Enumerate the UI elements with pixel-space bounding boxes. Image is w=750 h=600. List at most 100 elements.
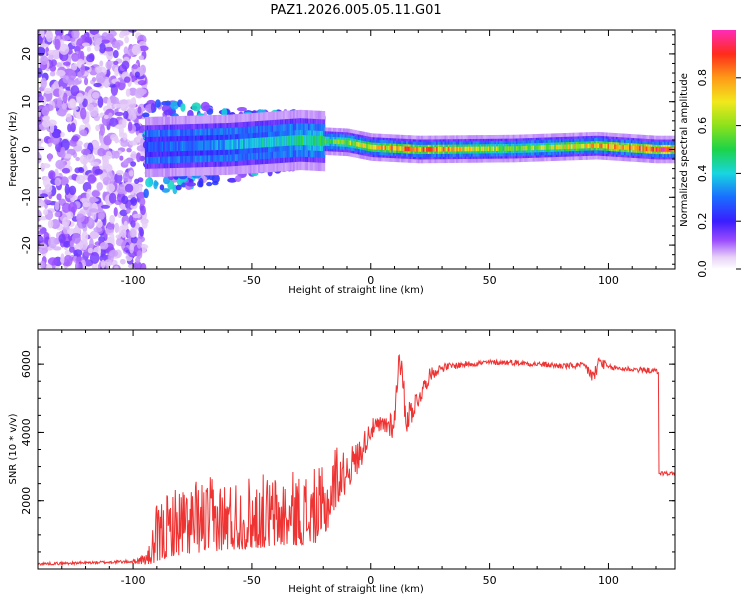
spectrogram-ridge-cell [214, 140, 218, 151]
spectrogram-ridge-cell [622, 145, 625, 150]
spectrogram-ridge-cell [501, 146, 504, 151]
spectrogram-ridge-cell [499, 146, 502, 151]
spectrogram-noise-cell [134, 71, 141, 78]
spectrogram-noise-cell [128, 112, 137, 121]
spectrogram-ridge-cell [469, 146, 472, 152]
y-tick-label: -10 [20, 188, 33, 206]
spectrogram-ridge-cell [422, 147, 426, 152]
spectrogram-ridge-cell [592, 143, 595, 149]
spectrogram-ridge-cell [166, 141, 169, 152]
spectrogram-ridge-cell [615, 144, 619, 150]
spectrogram-ridge-cell [572, 144, 575, 149]
spectrogram-ridge-cell [446, 146, 449, 152]
spectrogram-noise-cell [114, 66, 119, 77]
spectrogram-noise-cell [89, 237, 94, 250]
spectrogram-noise-cell [91, 77, 97, 82]
spectrogram-ridge-cell [144, 142, 148, 153]
spectrogram-noise-cell [108, 112, 113, 119]
spectrogram-ridge-cell [349, 140, 352, 146]
spectrogram-ridge-cell [248, 138, 251, 149]
spectrogram-ridge-cell [545, 145, 549, 150]
spectrogram-ridge-cell [153, 141, 156, 152]
spectrogram-noise-cell [97, 96, 104, 108]
spectrogram-ridge-cell [436, 147, 439, 152]
spectrogram-noise-cell [108, 192, 117, 204]
spectrogram-ridge-cell [550, 144, 554, 150]
spectrogram-noise-cell [81, 231, 89, 243]
spectrogram-ridge-cell [557, 144, 560, 150]
spectrogram-ridge-cell [489, 146, 492, 152]
spectrogram-ridge-cell [224, 139, 228, 150]
spectrogram-ridge-cell [427, 147, 431, 152]
spectrogram-noise-cell [40, 77, 47, 89]
spectrogram-ridge-cell [216, 140, 219, 151]
spectrogram-ridge-cell [219, 139, 223, 150]
spectrogram-noise-cell [100, 204, 111, 209]
spectrogram-ridge-cell [539, 145, 542, 150]
spectrogram-ridge-cell [158, 141, 161, 152]
spectrogram-ridge-cell [467, 146, 470, 152]
spectrogram-ridge-cell [164, 141, 168, 152]
spectrogram-noise-cell [88, 208, 99, 213]
spectrogram-ridge-cell [298, 135, 301, 146]
spectrogram-cell [163, 109, 174, 116]
spectrogram-noise-cell [110, 176, 115, 185]
spectrogram-noise-cell [54, 177, 62, 187]
spectrogram-ridge-cell [509, 146, 512, 151]
spectrogram-ridge-cell [374, 145, 377, 150]
spectrogram-noise-cell [83, 77, 89, 86]
spectrogram-noise-cell [59, 39, 65, 52]
spectrogram-ridge-cell [514, 146, 517, 151]
spectrogram-cell [163, 176, 170, 185]
spectrogram-ridge-cell [441, 146, 444, 152]
spectrogram-noise-cell [75, 156, 81, 162]
spectrogram-ridge-cell [259, 137, 262, 148]
spectrogram-noise-cell [116, 184, 127, 195]
colorbar-tick-label: 0.6 [696, 117, 709, 135]
spectrogram-ridge-cell [567, 144, 570, 149]
spectrogram-noise-cell [38, 94, 44, 103]
spectrogram-noise-cell [91, 190, 100, 198]
spectrogram-ridge-cell [620, 144, 624, 150]
spectrogram-ridge-cell [377, 145, 381, 150]
spectrogram-noise-cell [98, 212, 105, 220]
spectrogram-ridge-cell [241, 138, 244, 149]
spectrogram-noise-cell [70, 122, 76, 133]
x-tick-label: -50 [243, 274, 261, 287]
spectrogram-ridge-cell [369, 144, 372, 150]
spectrogram-ridge-cell [652, 146, 655, 152]
spectrogram-ridge-cell [414, 147, 417, 152]
spectrogram-ridge-cell [317, 135, 321, 146]
spectrogram-ridge-cell [492, 146, 495, 152]
spectrogram-ridge-cell [602, 143, 605, 149]
spectrogram-ridge-cell [635, 145, 638, 151]
spectrogram-noise-cell [115, 81, 121, 88]
spectrogram-noise-cell [125, 88, 131, 97]
spectrogram-noise-cell [45, 263, 52, 269]
spectrogram-ridge-cell [454, 146, 457, 152]
spectrogram-noise-cell [66, 211, 74, 220]
spectrogram-ridge-cell [612, 144, 615, 149]
spectrogram-noise-cell [71, 135, 79, 142]
spectrogram-ridge-cell [384, 145, 387, 151]
spectrogram-ridge-cell [507, 146, 510, 151]
spectrogram-ridge-cell [630, 145, 633, 151]
spectrogram-noise-cell [99, 60, 104, 67]
spectrogram-cell [159, 184, 165, 191]
spectrogram-ridge-cell [609, 144, 612, 149]
spectrogram-ridge-cell [665, 147, 668, 152]
spectrogram-ridge-cell [316, 135, 319, 146]
spectrogram-ridge-cell [198, 140, 201, 151]
spectrogram-noise-cell [96, 220, 103, 228]
spectrogram-noise-cell [38, 137, 43, 144]
spectrogram-noise-cell [109, 232, 115, 243]
spectrogram-cell [150, 102, 155, 113]
spectrogram-ridge-cell [276, 136, 279, 147]
spectrogram-ridge-cell [494, 146, 497, 152]
spectrogram-ridge-cell [510, 146, 514, 151]
spectrogram-ridge-cell [426, 147, 429, 152]
spectrogram-ridge-cell [645, 146, 648, 152]
spectrogram-ridge-cell [188, 140, 191, 151]
spectrogram-ridge-cell [336, 139, 339, 145]
spectrogram-noise-cell [112, 49, 119, 59]
